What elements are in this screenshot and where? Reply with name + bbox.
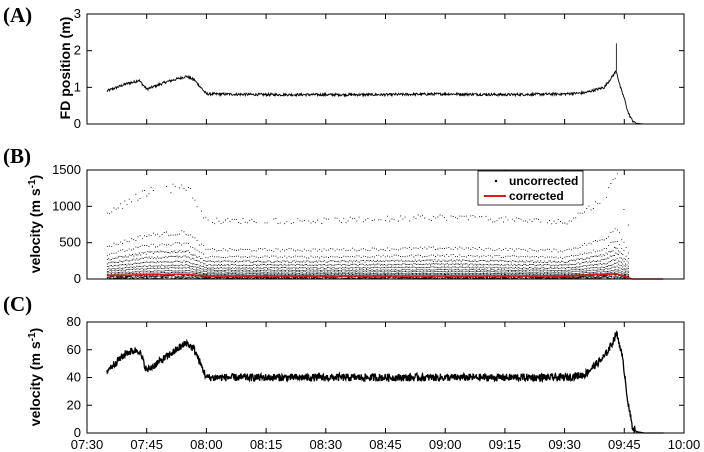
xtick-label: 08:00 [190, 437, 223, 452]
panel-b: (B) velocity (m s-1) 0 500 1000 1500 uncorr… [3, 144, 685, 286]
xtick-label: 09:00 [429, 437, 462, 452]
xtick-label: 07:45 [130, 437, 163, 452]
panel-c-series-line [106, 330, 664, 434]
xtick-label: 10:00 [668, 437, 701, 452]
xtick-label: 09:45 [608, 437, 641, 452]
xtick-label: 08:15 [250, 437, 283, 452]
xtick-label: 08:30 [310, 437, 343, 452]
panel-c-axes-box [86, 321, 685, 434]
ytick-label: 0 [74, 425, 81, 440]
ytick-label: 3 [74, 6, 81, 21]
ytick-label: 20 [67, 397, 81, 412]
panel-c-letter: (C) [3, 292, 32, 316]
ytick-label: 0 [74, 271, 81, 286]
panel-b-ylabel: velocity (m s-1) [27, 175, 44, 273]
ytick-label: 1500 [52, 162, 81, 177]
ytick-label: 60 [67, 342, 81, 357]
legend: uncorrected corrected [477, 170, 584, 206]
panel-c-ylabel: velocity (m s-1) [27, 328, 44, 426]
panel-b-ylabel-main: velocity (m s [27, 188, 43, 273]
ytick-label: 40 [67, 370, 81, 385]
panel-a-series-line [106, 70, 664, 125]
legend-box [477, 170, 584, 206]
ytick-label: 1000 [52, 198, 81, 213]
ytick-label: 500 [59, 235, 81, 250]
panel-b-corrected-line [106, 272, 664, 280]
panel-b-ylabel-sup: -1 [27, 179, 38, 188]
panel-a: (A) FD position (m) 0 1 2 3 [3, 3, 685, 131]
xtick-label: 08:45 [369, 437, 402, 452]
ytick-label: 0 [74, 116, 81, 131]
xtick-label: 09:15 [489, 437, 522, 452]
panel-a-ylabel: FD position (m) [57, 17, 73, 120]
xtick-label: 09:30 [548, 437, 581, 452]
panel-c-ylabel-close: ) [27, 328, 43, 333]
ytick-label: 2 [74, 43, 81, 58]
panel-b-letter: (B) [3, 144, 31, 168]
panel-a-letter: (A) [3, 3, 32, 27]
panel-b-ylabel-close: ) [27, 175, 43, 180]
xtick-label: 07:30 [71, 437, 104, 452]
panel-c-ylabel-sup: -1 [27, 332, 38, 341]
panel-a-axes-box [86, 13, 685, 125]
legend-marker-uncorrected [494, 179, 498, 183]
ytick-label: 80 [67, 314, 81, 329]
legend-label-corrected: corrected [509, 189, 564, 203]
ytick-label: 1 [74, 79, 81, 94]
panel-b-axes-box [86, 169, 685, 280]
legend-label-uncorrected: uncorrected [509, 174, 578, 188]
panel-c-ylabel-main: velocity (m s [27, 341, 43, 426]
panel-c: (C) velocity (m s-1) 0 20 40 60 80 07:30 07:4… [3, 292, 700, 452]
